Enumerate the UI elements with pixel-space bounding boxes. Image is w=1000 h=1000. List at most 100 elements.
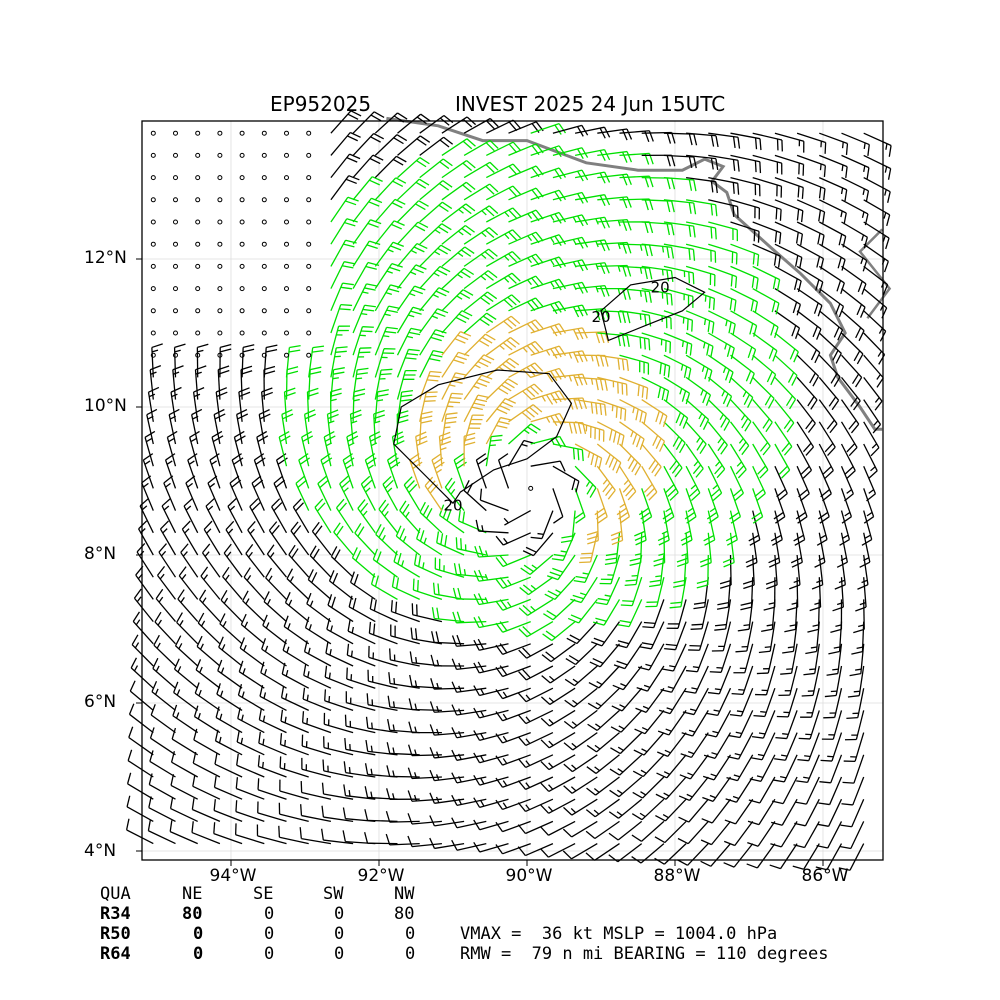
wind-barb bbox=[832, 577, 844, 612]
calm-circle bbox=[150, 197, 156, 203]
wind-barb bbox=[474, 545, 509, 558]
wind-barb bbox=[859, 532, 871, 568]
calm-circle bbox=[150, 175, 156, 181]
wind-barb bbox=[730, 376, 754, 408]
wind-barb bbox=[397, 178, 430, 201]
wind-barb bbox=[304, 616, 332, 645]
wind-barb bbox=[393, 550, 421, 578]
calm-circle bbox=[306, 286, 312, 292]
calm-circle bbox=[306, 130, 312, 136]
wind-barb bbox=[663, 265, 695, 285]
wind-barb bbox=[596, 465, 616, 500]
calm-circle bbox=[150, 308, 156, 314]
wind-barb bbox=[752, 710, 776, 739]
wind-barb bbox=[176, 612, 199, 645]
calm-circle bbox=[195, 263, 201, 269]
wind-barb bbox=[677, 820, 709, 845]
wind-barb bbox=[517, 754, 554, 768]
wind-barb bbox=[311, 521, 332, 556]
wind-barb bbox=[508, 383, 543, 401]
wind-barb bbox=[863, 154, 892, 180]
wind-barb bbox=[485, 434, 503, 467]
wind-barb bbox=[441, 138, 476, 156]
wind-barb bbox=[839, 510, 851, 546]
wind-barb bbox=[747, 798, 776, 826]
wind-barb bbox=[368, 621, 398, 645]
wind-barb bbox=[826, 643, 843, 676]
wind-barb bbox=[281, 409, 294, 445]
wind-barb bbox=[774, 265, 802, 293]
wind-barb bbox=[818, 288, 845, 318]
wind-barb bbox=[809, 577, 822, 612]
wind-barb bbox=[451, 839, 487, 851]
wind-barb bbox=[840, 488, 853, 524]
wind-barb bbox=[597, 354, 629, 372]
wind-barb bbox=[796, 176, 826, 201]
wind-barb bbox=[431, 631, 465, 645]
wind-barb bbox=[752, 154, 783, 175]
wind-barb bbox=[495, 643, 531, 655]
wind-barb bbox=[540, 820, 576, 836]
wind-barb bbox=[774, 199, 804, 223]
wind-barb bbox=[237, 683, 265, 711]
wind-barb bbox=[540, 754, 576, 771]
wind-barb bbox=[147, 386, 160, 422]
wind-barb bbox=[818, 265, 845, 294]
wind-barb bbox=[227, 498, 243, 534]
calm-circle bbox=[173, 152, 178, 158]
wind-barb bbox=[495, 776, 531, 788]
wind-barb bbox=[597, 128, 633, 141]
wind-barb bbox=[396, 369, 417, 400]
wind-barb bbox=[663, 399, 689, 429]
wind-barb bbox=[657, 710, 687, 736]
wind-barb bbox=[818, 443, 834, 479]
wind-barb bbox=[463, 394, 490, 423]
wind-barb bbox=[662, 488, 675, 524]
wind-barb bbox=[365, 739, 398, 756]
wind-barb bbox=[530, 460, 566, 472]
wind-barb bbox=[680, 732, 709, 759]
wind-barb bbox=[750, 732, 776, 761]
wind-barb bbox=[300, 781, 332, 800]
calm-circle bbox=[217, 308, 223, 314]
wind-barb bbox=[396, 348, 420, 378]
wind-barb bbox=[619, 310, 652, 327]
wind-barb bbox=[191, 798, 221, 822]
wind-barb bbox=[485, 416, 512, 445]
wind-barb bbox=[562, 843, 598, 860]
wind-barb bbox=[708, 243, 738, 265]
wind-barb bbox=[275, 453, 288, 489]
wind-barb bbox=[863, 177, 891, 203]
wind-barb bbox=[729, 421, 750, 456]
radii-cell: 0 bbox=[405, 944, 416, 964]
wind-barb bbox=[530, 510, 554, 540]
wind-barb bbox=[796, 154, 826, 177]
wind-barb bbox=[796, 288, 823, 317]
wind-barb bbox=[641, 310, 672, 330]
wind-barb bbox=[863, 132, 892, 157]
wind-barb bbox=[169, 820, 198, 845]
wind-barb bbox=[419, 244, 452, 267]
wind-barb bbox=[818, 221, 847, 248]
wind-barb bbox=[288, 544, 310, 578]
wind-barb bbox=[730, 221, 760, 243]
wind-barb bbox=[819, 154, 848, 179]
wind-barb bbox=[235, 800, 265, 823]
wind-barb bbox=[429, 815, 465, 827]
wind-barb bbox=[429, 792, 465, 804]
wind-barb bbox=[730, 332, 757, 361]
calm-circle bbox=[261, 197, 267, 203]
wind-barb bbox=[574, 171, 611, 184]
wind-barb bbox=[131, 634, 154, 667]
calm-circle bbox=[239, 263, 245, 269]
wind-barb bbox=[638, 488, 653, 524]
wind-barb bbox=[330, 131, 361, 156]
wind-barb bbox=[613, 643, 643, 670]
wind-barb bbox=[374, 284, 402, 312]
radii-header-qua: QUA bbox=[100, 884, 131, 904]
wind-barb bbox=[330, 196, 359, 223]
radii-cell: 80 bbox=[182, 904, 203, 924]
calm-circle bbox=[261, 352, 267, 358]
wind-barb bbox=[706, 687, 732, 716]
wind-barb bbox=[840, 443, 856, 479]
